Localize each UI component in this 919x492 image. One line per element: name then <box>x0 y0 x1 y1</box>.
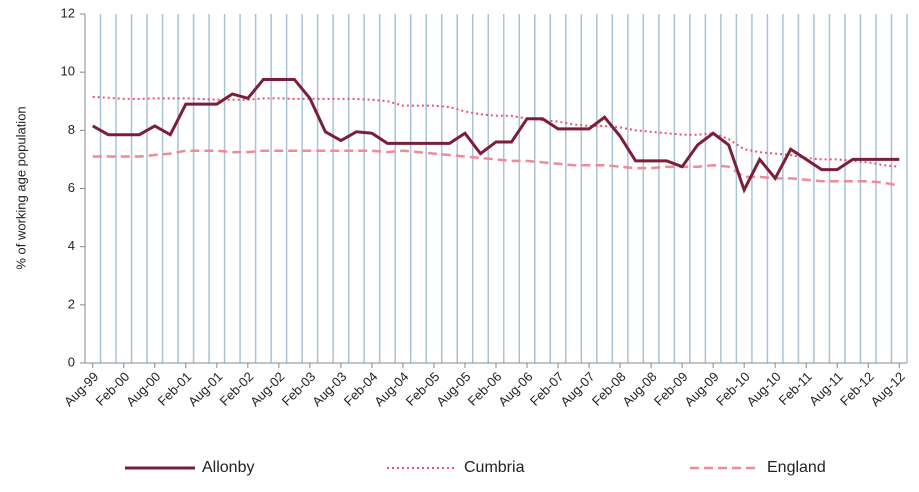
y-tick-label: 8 <box>68 122 75 137</box>
x-tick-label: Aug-10 <box>743 369 783 409</box>
x-tick-label: Aug-11 <box>806 369 846 409</box>
x-tick-label: Aug-01 <box>185 369 225 409</box>
y-axis-label: % of working age population <box>13 106 28 269</box>
x-tick-label: Aug-00 <box>123 369 163 409</box>
y-tick-label: 4 <box>68 238 75 253</box>
legend-label: England <box>767 459 826 476</box>
x-tick-label: Aug-09 <box>681 369 721 409</box>
y-tick-label: 6 <box>68 180 75 195</box>
series-line <box>92 95 900 168</box>
x-tick-label: Aug-99 <box>61 369 101 409</box>
x-tick-label: Aug-05 <box>433 369 473 409</box>
x-tick-label: Aug-06 <box>495 369 535 409</box>
y-tick-label: 0 <box>68 354 75 369</box>
x-tick-label: Aug-07 <box>557 369 597 409</box>
y-tick-label: 12 <box>61 5 75 20</box>
y-tick-label: 10 <box>61 64 75 79</box>
series-line <box>92 149 900 187</box>
y-tick-label: 2 <box>68 296 75 311</box>
x-tick-label: Aug-04 <box>371 369 411 409</box>
x-tick-label: Feb-11 <box>776 369 815 408</box>
series-line <box>92 77 900 194</box>
legend-label: Allonby <box>202 459 254 476</box>
legend-label: Cumbria <box>464 459 525 476</box>
x-tick-label: Aug-02 <box>247 369 287 409</box>
x-tick-label: Aug-12 <box>868 369 908 409</box>
x-tick-label: Aug-08 <box>619 369 659 409</box>
x-tick-label: Aug-03 <box>309 369 349 409</box>
